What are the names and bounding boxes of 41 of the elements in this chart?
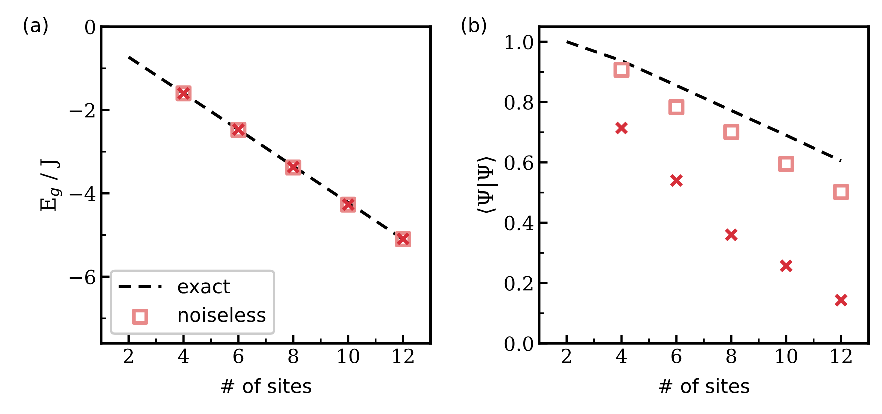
point: [614, 121, 629, 136]
y-tick-label: −6: [70, 270, 96, 285]
y-axis-title: E$_{g}$ / J: [40, 159, 62, 212]
x-axis-title: # of sites: [659, 378, 750, 394]
point: [724, 124, 740, 140]
legend-label: noiseless: [179, 307, 266, 322]
x-tick-label: 4: [178, 348, 189, 364]
point: [724, 228, 739, 242]
text: (a): [24, 18, 48, 35]
point: [778, 156, 794, 172]
point: [668, 99, 685, 116]
y-tick-label: −4: [70, 186, 96, 201]
x-tick-label: 6: [234, 348, 244, 364]
x-tick-label: 10: [776, 348, 798, 364]
x-tick-label: 10: [338, 348, 360, 364]
x-tick-label: 8: [288, 348, 298, 364]
y-tick-label: 1.0: [506, 34, 534, 50]
legend-label: exact: [178, 280, 230, 294]
y-tick-label: 0: [85, 20, 96, 35]
point: [670, 174, 684, 188]
point: [834, 294, 848, 308]
x-tick-label: 12: [831, 348, 852, 364]
y-axis-title: ⟨Ψ|Ψ⟩: [477, 157, 498, 214]
y-tick-label: 0.0: [504, 336, 534, 352]
y-tick-label: 0.6: [504, 156, 534, 170]
y-tick-label: 0.8: [504, 95, 534, 110]
x-tick-label: 12: [393, 348, 414, 364]
point: [833, 184, 850, 200]
x-tick-label: 6: [672, 348, 682, 364]
x-tick-label: 4: [616, 348, 627, 364]
y-tick-label: −2: [70, 103, 95, 118]
x-axis-title: # of sites: [221, 378, 312, 394]
x-tick-label: 2: [562, 348, 572, 364]
point: [614, 62, 630, 78]
y-tick-label: 0.2: [504, 276, 533, 291]
point: [779, 259, 794, 274]
line-series: [565, 40, 843, 163]
text: (b): [462, 18, 486, 35]
x-tick-label: 2: [124, 348, 134, 364]
x-tick-label: 8: [726, 348, 736, 364]
y-tick-label: 0.4: [504, 216, 534, 231]
